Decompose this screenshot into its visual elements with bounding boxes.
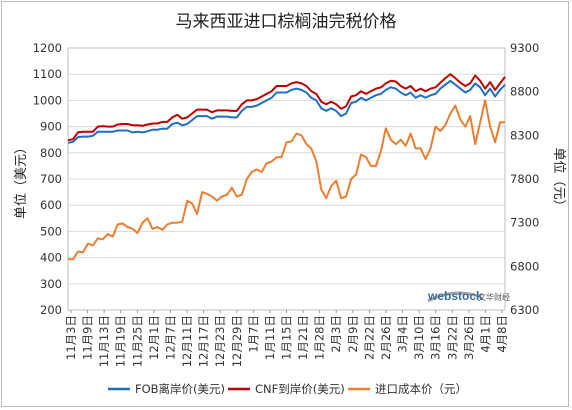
x-tick-label: 12月29日 xyxy=(230,315,244,367)
x-tick-label: 12月11日 xyxy=(180,315,194,367)
x-axis: 11月3日 11月9日 11月13日 11月19日 11月25日 12月1日 12月7日 12… xyxy=(64,310,509,367)
legend-label-2: CNF到岸价(美元) xyxy=(255,382,345,396)
y-left-tick-label: 1200 xyxy=(33,41,62,55)
x-tick-label: 4月1日 xyxy=(478,315,492,353)
x-tick-label: 12月23日 xyxy=(213,315,227,367)
x-tick-label: 4月8日 xyxy=(495,315,509,353)
y-right-tick-label: 6800 xyxy=(510,259,539,273)
y-left-axis: 200 300 400 500 600 700 800 900 1000 1100 1200 xyxy=(33,41,62,317)
y-left-tick-label: 500 xyxy=(40,224,62,238)
y-left-tick-label: 400 xyxy=(40,251,62,265)
y-right-axis-title: 单位（元） xyxy=(551,147,566,212)
x-tick-label: 1月11日 xyxy=(263,315,277,360)
series-line-2 xyxy=(67,73,506,142)
x-tick-label: 12月17日 xyxy=(197,315,211,367)
watermark-swoosh-icon xyxy=(427,291,479,303)
x-tick-label: 1月15日 xyxy=(280,315,294,360)
y-left-axis-title: 单位（美元） xyxy=(14,141,29,219)
series-line-1 xyxy=(67,79,506,144)
series-line-3 xyxy=(68,99,505,261)
y-left-tick-label: 900 xyxy=(40,120,62,134)
y-right-tick-label: 8300 xyxy=(510,128,539,142)
y-right-tick-label: 7800 xyxy=(510,172,539,186)
watermark-logo: webstock 文华财经 xyxy=(427,289,510,303)
y-left-tick-label: 600 xyxy=(40,198,62,212)
watermark-tagline: 文华财经 xyxy=(478,292,510,302)
watermark-brand: webstock xyxy=(427,289,483,303)
legend-label-1: FOB离岸价(美元) xyxy=(135,382,225,396)
x-tick-label: 3月16日 xyxy=(429,315,443,360)
x-tick-label: 12月1日 xyxy=(147,315,161,360)
x-tick-label: 2月3日 xyxy=(329,315,343,353)
x-tick-label: 12月7日 xyxy=(163,315,177,360)
y-left-tick-label: 1100 xyxy=(33,67,62,81)
x-tick-label: 11月9日 xyxy=(81,315,95,360)
x-tick-label: 2月9日 xyxy=(346,315,360,353)
x-tick-label: 11月3日 xyxy=(64,315,78,360)
y-left-tick-label: 200 xyxy=(40,303,62,317)
x-tick-label: 1月7日 xyxy=(246,315,260,353)
x-tick-label: 3月22日 xyxy=(445,315,459,360)
legend: FOB离岸价(美元) CNF到岸价(美元) 进口成本价（元） xyxy=(108,382,467,396)
y-right-tick-label: 8800 xyxy=(510,85,539,99)
x-tick-label: 11月19日 xyxy=(114,315,128,367)
x-tick-label: 11月25日 xyxy=(130,315,144,367)
legend-label-3: 进口成本价（元） xyxy=(375,382,467,396)
y-left-tick-label: 300 xyxy=(40,277,62,291)
x-tick-label: 3月10日 xyxy=(412,315,426,360)
y-right-tick-label: 6300 xyxy=(510,303,539,317)
series-lines xyxy=(67,73,506,261)
x-tick-label: 2月22日 xyxy=(362,315,376,360)
y-right-tick-label: 7300 xyxy=(510,216,539,230)
x-tick-label: 2月26日 xyxy=(379,315,393,360)
y-right-tick-label: 9300 xyxy=(510,41,539,55)
x-tick-label: 1月28日 xyxy=(313,315,327,360)
x-tick-label: 1月21日 xyxy=(296,315,310,360)
y-left-tick-label: 1000 xyxy=(33,93,62,107)
grid xyxy=(68,47,505,311)
x-tick-label: 3月26日 xyxy=(462,315,476,360)
x-tick-label: 11月13日 xyxy=(97,315,111,367)
y-left-tick-label: 800 xyxy=(40,146,62,160)
y-left-tick-label: 700 xyxy=(40,172,62,186)
chart-title: 马来西亚进口棕榈油完税价格 xyxy=(176,12,397,32)
y-right-axis: 6300 6800 7300 7800 8300 8800 9300 xyxy=(510,41,539,317)
x-tick-label: 3月4日 xyxy=(396,315,410,353)
